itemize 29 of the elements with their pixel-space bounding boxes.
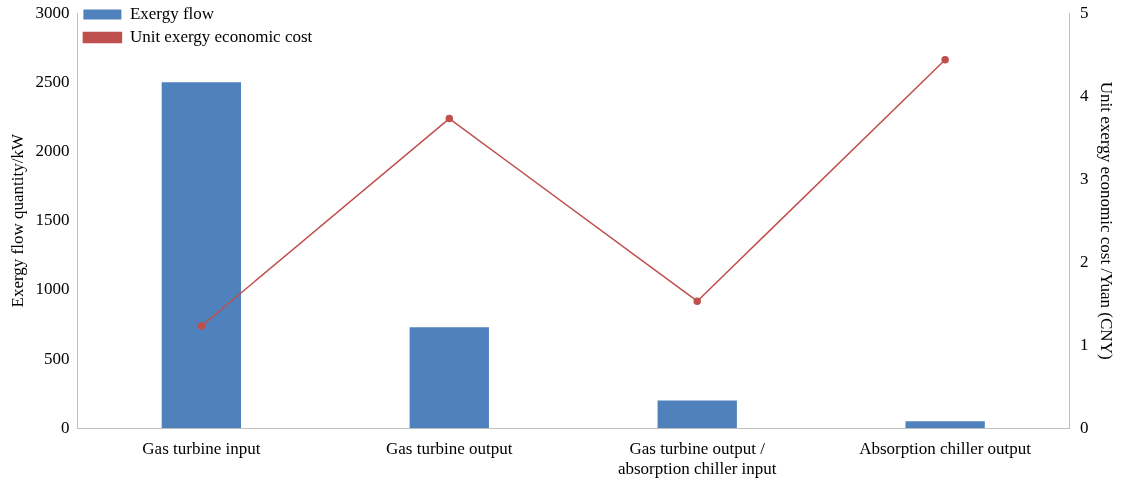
x-tick-label: Gas turbine output — [386, 438, 513, 458]
x-tick-label: Gas turbine output / absorption chiller input — [617, 438, 777, 479]
bar — [161, 82, 242, 429]
x-tick-label: Absorption chiller output — [859, 438, 1032, 458]
point — [941, 55, 949, 64]
y-tick-label: 1500 — [35, 210, 70, 230]
y2-tick-label: 3 — [1080, 168, 1089, 188]
y-tick-label: 1000 — [35, 279, 70, 299]
y-tick-label: 0 — [60, 417, 70, 437]
x-tick-label: Gas turbine input — [142, 438, 261, 458]
y-tick-label: 2000 — [35, 141, 70, 160]
bar — [409, 327, 489, 429]
y-tick-label: 3000 — [35, 2, 70, 22]
point — [445, 114, 454, 123]
y2-axis-title: Unit exergy economic cost /Yuan (CNY) — [1097, 81, 1117, 360]
point — [693, 297, 701, 305]
y2-tick-label: 5 — [1080, 2, 1089, 22]
legend-label: Exergy flow — [129, 3, 215, 23]
y-tick-label: 2500 — [35, 71, 70, 91]
y-tick-label: 500 — [43, 348, 70, 368]
bar — [657, 400, 737, 429]
y2-tick-label: 2 — [1080, 251, 1089, 271]
y2-tick-label: 4 — [1080, 85, 1090, 105]
y-axis-title: Exergy flow quantity/kW — [7, 133, 27, 308]
y2-tick-label: 1 — [1080, 334, 1089, 354]
legend-label: Unit exergy economic cost — [129, 26, 313, 46]
y2-tick-label: 0 — [1080, 417, 1089, 437]
point — [197, 322, 206, 330]
bar — [905, 421, 985, 429]
